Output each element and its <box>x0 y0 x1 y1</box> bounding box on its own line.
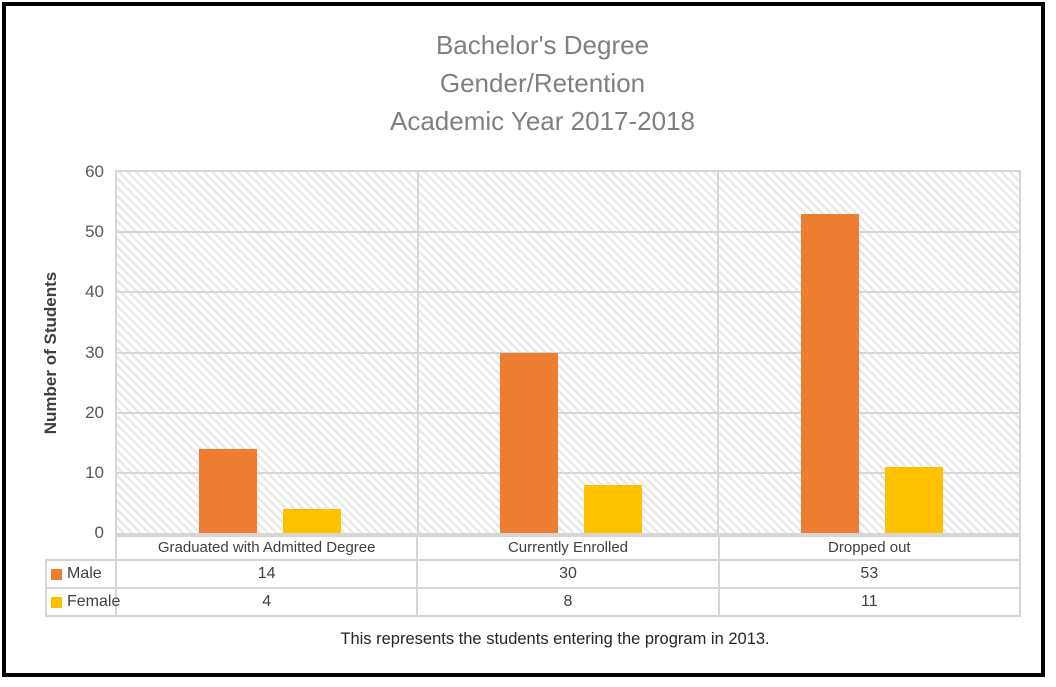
y-tick-label-50: 50 <box>85 222 104 242</box>
gridline-40 <box>117 291 1019 294</box>
value-cell-male-1: 14 <box>257 565 276 582</box>
gridline-50 <box>117 231 1019 234</box>
chart-title-line-1: Bachelor's Degree <box>435 30 650 60</box>
value-cell-female-2: 8 <box>416 589 717 615</box>
bar-male-1 <box>199 448 258 533</box>
category-label-2: Currently Enrolled <box>416 537 717 559</box>
value-cell-male-3: 53 <box>717 561 1019 587</box>
chart-title-line-3: Academic Year 2017-2018 <box>389 106 695 136</box>
value-cell-female-1: 4 <box>262 593 272 610</box>
y-tick-label-30: 30 <box>85 342 104 362</box>
gridline-20 <box>117 411 1019 414</box>
y-tick-label-0: 0 <box>94 523 104 542</box>
y-tick-label-20: 20 <box>85 402 104 422</box>
bar-female-1 <box>283 508 342 533</box>
value-cell-female-3: 11 <box>717 589 1019 615</box>
legend-cell-female: Female <box>47 589 121 615</box>
bar-male-3 <box>800 214 859 533</box>
y-tick-label-60: 60 <box>85 162 104 181</box>
legend-label-female: Female <box>67 593 121 610</box>
legend-cell-male: Male <box>47 561 117 587</box>
bar-male-2 <box>499 352 558 533</box>
plot-area <box>115 170 1021 535</box>
table-row-male: Male 14 30 53 <box>45 559 1021 589</box>
bar-female-3 <box>884 466 943 533</box>
footnote: This represents the students entering th… <box>340 630 770 648</box>
legend-label-male: Male <box>67 565 102 582</box>
y-tick-label-40: 40 <box>85 282 104 302</box>
category-label-1: Graduated with Admitted Degree <box>157 539 376 556</box>
y-tick-label-10: 10 <box>85 462 104 482</box>
category-label-3: Dropped out <box>717 537 1019 559</box>
table-row-female: Female 4 8 11 <box>45 587 1021 617</box>
gridline-30 <box>117 351 1019 354</box>
legend-swatch-male-icon <box>51 568 62 580</box>
gridline-10 <box>117 471 1019 474</box>
category-axis-row: Graduated with Admitted Degree Currently … <box>115 535 1021 561</box>
chart-title-line-2: Gender/Retention <box>439 68 646 98</box>
category-divider-1 <box>416 172 419 533</box>
legend-swatch-female-icon <box>51 596 62 608</box>
category-divider-2 <box>717 172 720 533</box>
value-cell-male-2: 30 <box>416 561 717 587</box>
data-table: Male 14 30 53 Female 4 8 11 <box>45 559 1021 617</box>
chart-title: Bachelor's Degree Gender/Retention Acade… <box>45 26 1040 140</box>
bar-female-2 <box>584 484 643 533</box>
